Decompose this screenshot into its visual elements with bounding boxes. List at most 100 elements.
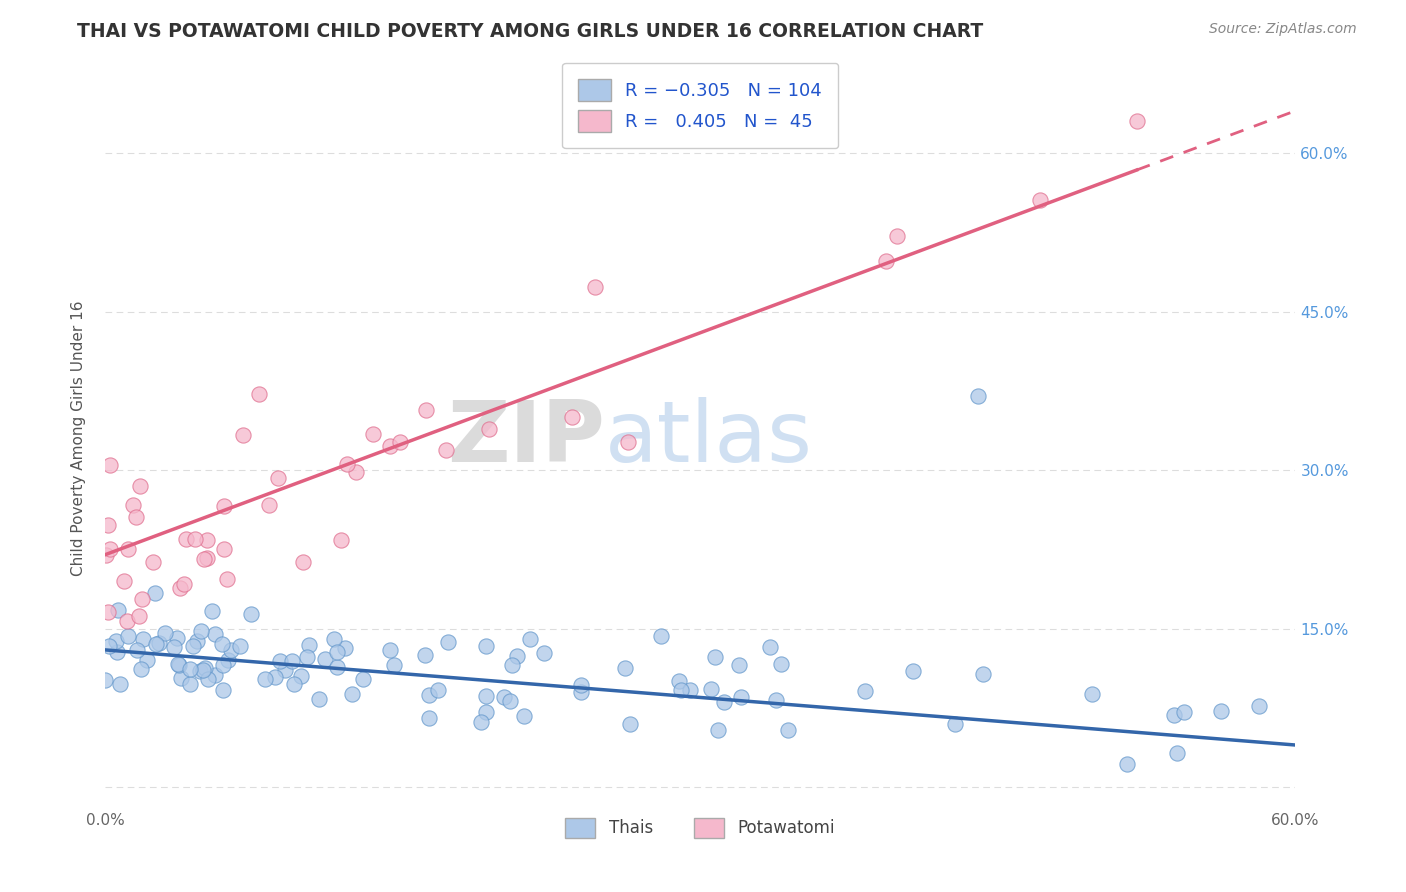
Legend: Thais, Potawatomi: Thais, Potawatomi <box>558 811 842 845</box>
Point <box>197 672 219 686</box>
Point <box>167 657 190 672</box>
Point <box>129 479 152 493</box>
Point <box>169 581 191 595</box>
Point <box>110 677 132 691</box>
Point <box>128 609 150 624</box>
Point <box>204 627 226 641</box>
Point <box>470 715 492 730</box>
Point <box>415 403 437 417</box>
Point <box>1211 704 1233 718</box>
Point <box>426 682 449 697</box>
Point <box>388 434 411 449</box>
Point <box>475 706 498 720</box>
Point <box>135 653 157 667</box>
Point <box>614 661 637 675</box>
Point <box>361 427 384 442</box>
Point <box>179 677 201 691</box>
Point <box>475 689 498 703</box>
Point <box>853 683 876 698</box>
Point <box>117 541 139 556</box>
Point <box>239 607 262 621</box>
Text: ZIP: ZIP <box>447 397 605 480</box>
Point <box>107 603 129 617</box>
Point <box>669 683 692 698</box>
Point <box>1163 708 1185 723</box>
Point <box>122 498 145 512</box>
Point <box>382 657 405 672</box>
Point <box>943 717 966 731</box>
Point <box>668 674 690 689</box>
Point <box>131 591 153 606</box>
Point <box>219 643 242 657</box>
Point <box>191 663 214 677</box>
Point <box>759 640 782 654</box>
Point <box>148 636 170 650</box>
Point <box>703 650 725 665</box>
Point <box>215 573 238 587</box>
Point <box>247 387 270 401</box>
Point <box>506 649 529 664</box>
Point <box>181 639 204 653</box>
Point <box>492 690 515 704</box>
Point <box>145 637 167 651</box>
Point <box>295 650 318 665</box>
Point <box>323 632 346 646</box>
Point <box>326 659 349 673</box>
Point <box>335 640 357 655</box>
Point <box>352 672 374 686</box>
Point <box>232 427 254 442</box>
Point <box>569 685 592 699</box>
Point <box>105 645 128 659</box>
Point <box>163 640 186 654</box>
Point <box>336 458 359 472</box>
Text: atlas: atlas <box>605 397 813 480</box>
Point <box>190 624 212 638</box>
Point <box>290 669 312 683</box>
Point <box>142 555 165 569</box>
Point <box>434 442 457 457</box>
Point <box>97 605 120 619</box>
Point <box>330 533 353 547</box>
Point <box>176 533 198 547</box>
Point <box>184 532 207 546</box>
Point <box>707 723 730 738</box>
Point <box>124 509 146 524</box>
Point <box>104 633 127 648</box>
Point <box>713 695 735 709</box>
Point <box>728 658 751 673</box>
Point <box>179 662 201 676</box>
Point <box>418 711 440 725</box>
Point <box>214 542 236 557</box>
Point <box>1166 747 1188 761</box>
Point <box>1249 699 1271 714</box>
Point <box>1029 193 1052 207</box>
Point <box>418 688 440 702</box>
Point <box>193 552 215 566</box>
Point <box>436 635 458 649</box>
Point <box>765 693 787 707</box>
Point <box>901 665 924 679</box>
Point <box>274 664 297 678</box>
Point <box>132 632 155 647</box>
Point <box>94 673 117 687</box>
Point <box>679 682 702 697</box>
Point <box>217 653 239 667</box>
Point <box>97 518 120 533</box>
Point <box>314 652 336 666</box>
Point <box>1125 114 1147 128</box>
Point <box>212 499 235 513</box>
Point <box>298 638 321 652</box>
Point <box>267 471 290 485</box>
Point <box>167 657 190 672</box>
Point <box>378 642 401 657</box>
Point <box>98 541 121 556</box>
Point <box>125 642 148 657</box>
Point <box>170 671 193 685</box>
Point <box>115 614 138 628</box>
Point <box>617 435 640 450</box>
Point <box>875 254 897 268</box>
Point <box>201 603 224 617</box>
Point <box>114 574 136 588</box>
Point <box>700 681 723 696</box>
Point <box>269 653 291 667</box>
